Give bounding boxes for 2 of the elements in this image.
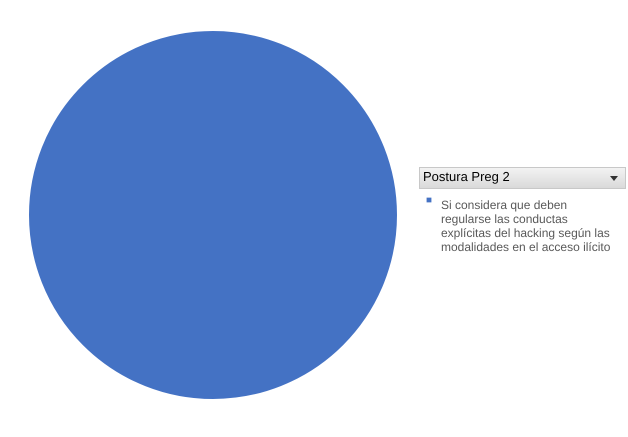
legend-label: Si considera que deben regularse las conductas explícitas del hacking según las modalidades en el acceso ilícito [441, 198, 611, 254]
legend-title: Postura Preg 2 [423, 169, 510, 184]
